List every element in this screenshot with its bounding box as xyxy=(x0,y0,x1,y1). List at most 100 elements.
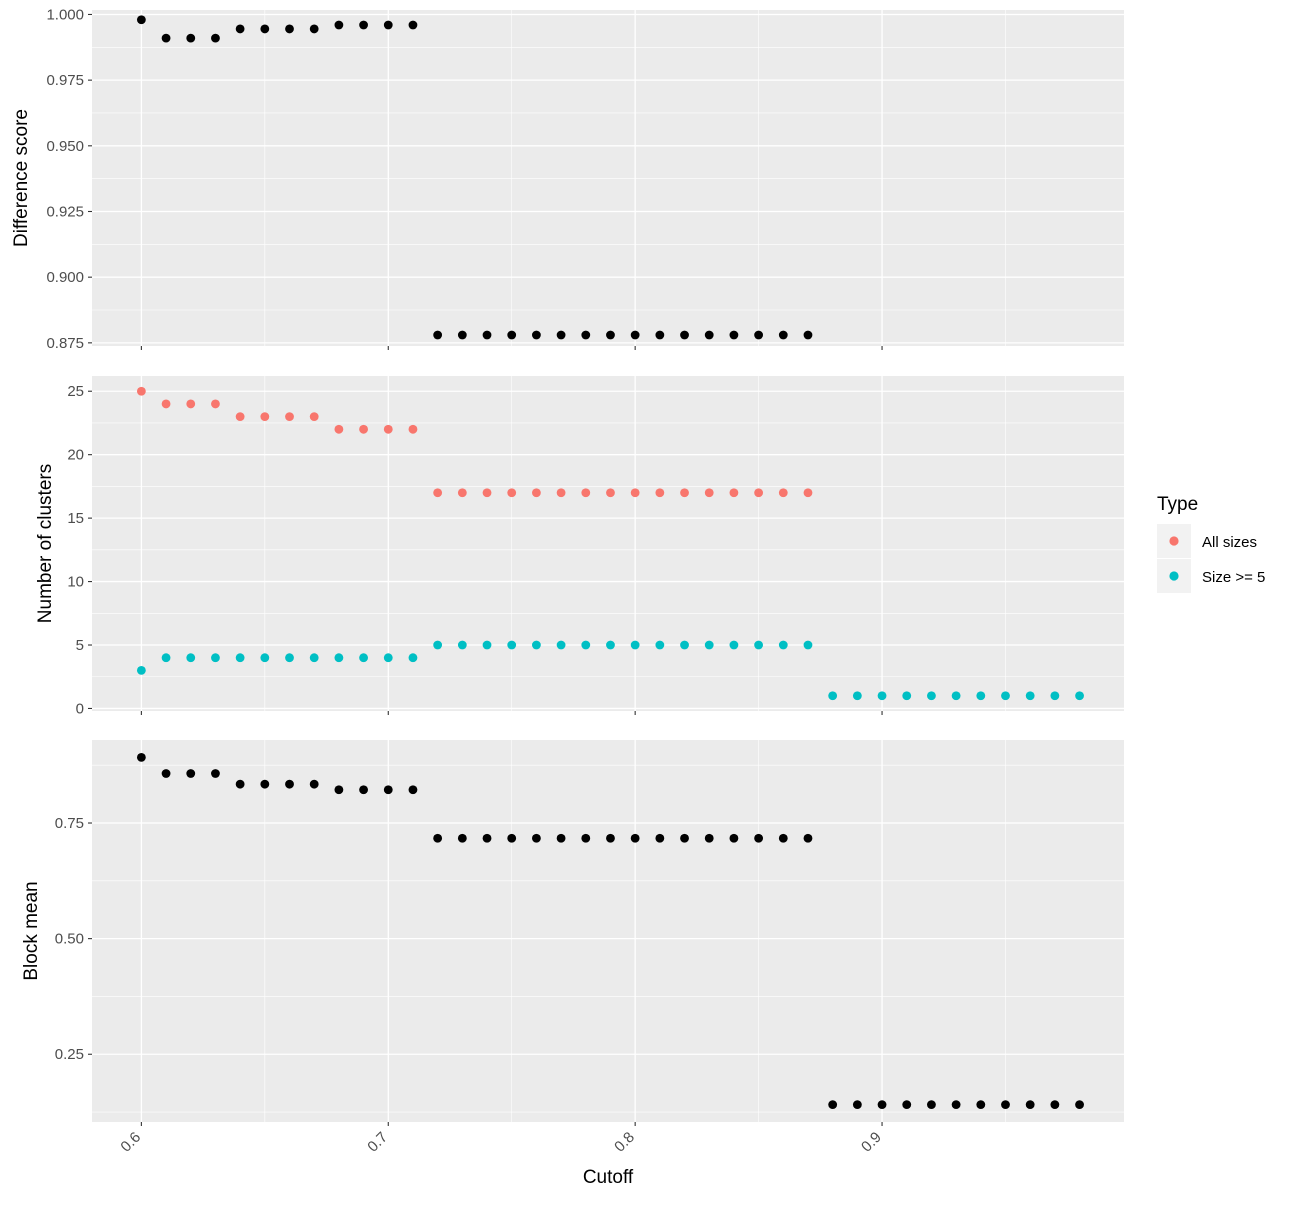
data-point xyxy=(457,330,467,340)
data-point xyxy=(309,24,319,34)
y-tick-label: 0.900 xyxy=(46,269,84,286)
data-point xyxy=(359,785,368,795)
data-point xyxy=(161,653,171,663)
x-tick-label: 0.6 xyxy=(117,1129,144,1156)
data-point xyxy=(235,779,245,789)
panel-3: 0.25 0.50 0.75 0.6 0.7 0.8 0.9 Block mean xyxy=(21,740,1124,1156)
data-point xyxy=(433,833,443,843)
data-point xyxy=(161,33,171,43)
data-point xyxy=(976,1100,986,1110)
data-point xyxy=(729,488,739,498)
legend-label-size-ge-5: Size >= 5 xyxy=(1202,569,1265,586)
data-point xyxy=(482,488,492,498)
data-point xyxy=(186,653,196,663)
data-point xyxy=(408,785,418,795)
data-point xyxy=(951,691,961,701)
data-point xyxy=(927,1100,936,1110)
data-point xyxy=(581,640,591,650)
data-point xyxy=(211,653,220,663)
y-tick-label: 0.50 xyxy=(55,931,84,948)
x-tick-label: 0.8 xyxy=(611,1129,638,1156)
data-point xyxy=(260,779,270,789)
data-point xyxy=(1025,1100,1035,1110)
data-point xyxy=(235,24,245,34)
data-point xyxy=(482,330,492,340)
y-tick-label: 0.975 xyxy=(46,72,84,89)
data-point xyxy=(606,488,615,498)
data-point xyxy=(260,24,270,34)
data-point xyxy=(408,653,418,663)
data-point xyxy=(1001,691,1010,701)
data-point xyxy=(383,653,393,663)
data-point xyxy=(507,488,517,498)
data-point xyxy=(433,330,443,340)
series-2-1 xyxy=(136,386,813,498)
data-point xyxy=(136,752,146,762)
data-point xyxy=(828,1100,838,1110)
panel-1: 0.875 0.900 0.925 0.950 0.975 1.000 Difference… xyxy=(11,6,1124,352)
legend-key-size-ge-5-dot xyxy=(1169,571,1179,581)
data-point xyxy=(211,33,220,43)
data-point xyxy=(951,1100,961,1110)
data-point xyxy=(433,488,443,498)
data-point xyxy=(309,653,319,663)
data-point xyxy=(877,691,887,701)
data-point xyxy=(877,1100,887,1110)
data-point xyxy=(630,330,640,340)
data-point xyxy=(680,833,689,843)
data-point xyxy=(359,424,368,434)
data-point xyxy=(630,833,640,843)
data-point xyxy=(556,330,566,340)
data-point xyxy=(655,833,665,843)
data-point xyxy=(778,330,788,340)
data-point xyxy=(1050,1100,1060,1110)
data-point xyxy=(507,330,517,340)
data-point xyxy=(1075,1100,1084,1110)
data-point xyxy=(852,691,862,701)
x-tick-label: 0.7 xyxy=(364,1129,391,1156)
legend-key-all-sizes-dot xyxy=(1169,536,1179,546)
data-point xyxy=(704,833,714,843)
legend: Type All sizes Size >= 5 xyxy=(1157,494,1265,593)
data-point xyxy=(1075,691,1084,701)
panel-background xyxy=(92,740,1124,1122)
data-point xyxy=(902,1100,912,1110)
data-point xyxy=(334,653,344,663)
data-point xyxy=(408,424,418,434)
data-point xyxy=(211,399,220,409)
data-point xyxy=(211,769,220,778)
data-point xyxy=(433,640,443,650)
data-point xyxy=(754,833,764,843)
data-point xyxy=(334,785,344,795)
data-point xyxy=(778,833,788,843)
data-point xyxy=(704,330,714,340)
data-point xyxy=(482,640,492,650)
data-point xyxy=(729,833,739,843)
y-tick-label: 15 xyxy=(67,510,84,527)
data-point xyxy=(408,20,418,30)
data-point xyxy=(359,653,368,663)
y-axis-title: Number of clusters xyxy=(35,464,56,623)
data-point xyxy=(556,640,566,650)
y-tick-label: 0.950 xyxy=(46,138,84,155)
data-point xyxy=(729,640,739,650)
data-point xyxy=(927,691,936,701)
data-point xyxy=(507,833,517,843)
data-point xyxy=(828,691,838,701)
y-tick-label: 0.75 xyxy=(55,815,84,832)
data-point xyxy=(136,665,146,675)
data-point xyxy=(803,833,813,843)
y-tick-label: 25 xyxy=(67,383,84,400)
data-point xyxy=(136,386,146,396)
data-point xyxy=(532,330,541,340)
data-point xyxy=(803,640,813,650)
data-point xyxy=(161,399,171,409)
data-point xyxy=(680,330,689,340)
data-point xyxy=(507,640,517,650)
data-point xyxy=(729,330,739,340)
data-point xyxy=(285,412,294,422)
data-point xyxy=(1001,1100,1010,1110)
data-point xyxy=(285,653,294,663)
